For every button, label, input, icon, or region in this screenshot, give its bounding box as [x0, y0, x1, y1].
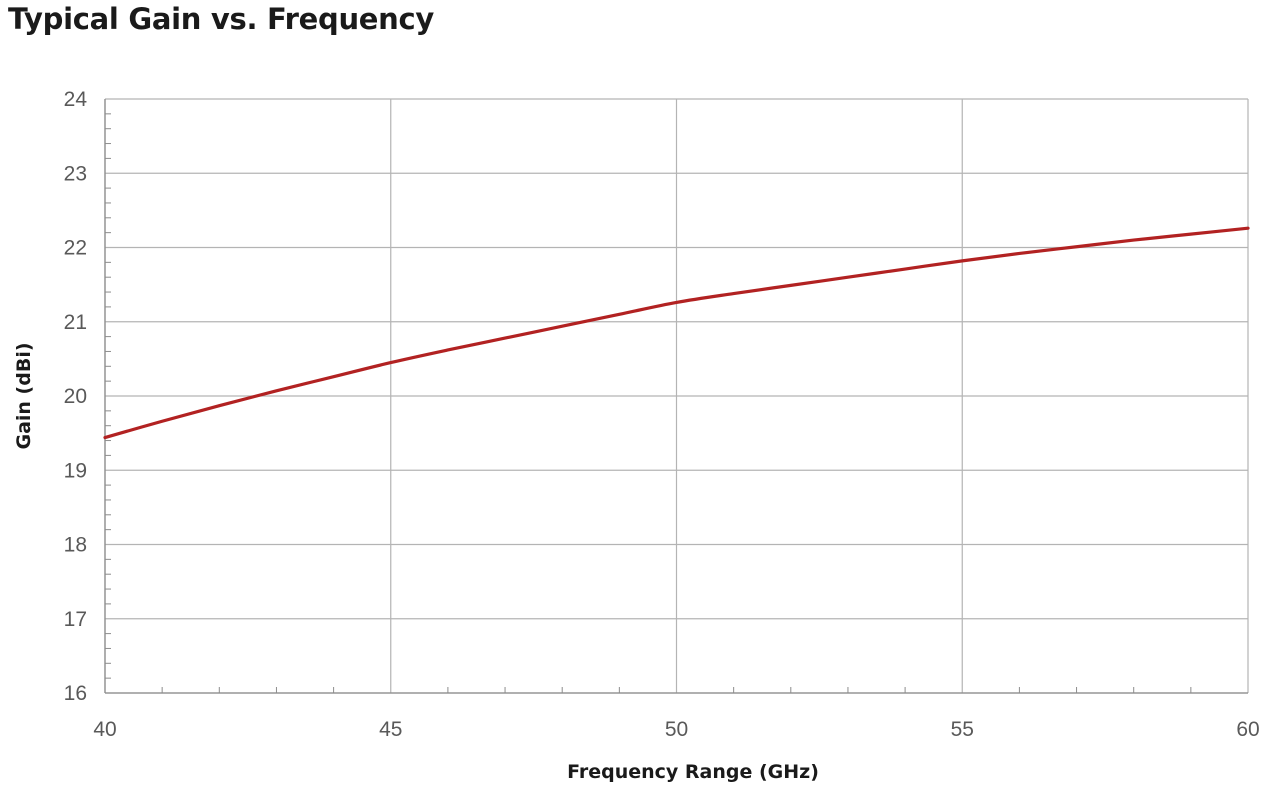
x-axis-title: Frequency Range (GHz)	[567, 761, 819, 783]
series-layer	[103, 226, 1250, 440]
y-tick-label: 23	[64, 162, 87, 185]
x-tick-label: 45	[379, 718, 402, 741]
tick-labels: 16 17 18 19 20 21 22 23 24 40 45 50 55 60	[64, 88, 1260, 741]
y-tick-label: 16	[64, 682, 87, 705]
x-tick-label: 55	[951, 718, 974, 741]
y-tick-label: 21	[64, 311, 87, 334]
y-tick-label: 18	[64, 534, 87, 557]
x-tick-label: 60	[1236, 718, 1259, 741]
x-tick-label: 40	[93, 718, 116, 741]
x-tick-label: 50	[665, 718, 688, 741]
axis-layer	[104, 99, 1248, 694]
y-tick-label: 17	[64, 608, 87, 631]
y-tick-label: 22	[64, 237, 87, 260]
y-tick-label: 20	[64, 385, 87, 408]
y-axis-title: Gain (dBi)	[13, 342, 35, 449]
y-tick-label: 24	[64, 88, 88, 111]
grid-layer	[104, 98, 1249, 694]
y-tick-label: 19	[64, 459, 87, 482]
chart-title: Typical Gain vs. Frequency	[8, 2, 435, 36]
gain-series-line	[103, 226, 1250, 440]
